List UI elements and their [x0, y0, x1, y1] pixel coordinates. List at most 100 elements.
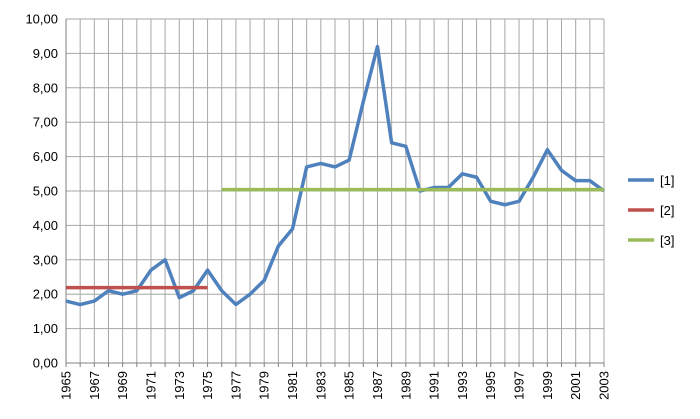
series-3-point — [532, 188, 535, 191]
series-1-point — [107, 289, 110, 292]
legend-label: [1] — [660, 173, 674, 188]
y-tick-label: 2,00 — [33, 287, 58, 302]
series-3-point — [234, 188, 237, 191]
legend-label: [2] — [660, 203, 674, 218]
x-tick-label: 1967 — [87, 371, 102, 400]
y-tick-label: 10,00 — [25, 12, 58, 27]
series-2-point — [121, 286, 124, 289]
series-1-point — [574, 179, 577, 182]
series-3-point — [334, 188, 337, 191]
series-3-point — [390, 188, 393, 191]
x-tick-label: 1971 — [143, 371, 158, 400]
series-1-point — [362, 100, 365, 103]
legend: [1] [2] [3] — [628, 173, 674, 248]
series-1-point — [192, 289, 195, 292]
x-tick-label: 2003 — [597, 371, 612, 400]
series-3-point — [475, 188, 478, 191]
series-3-point — [418, 188, 421, 191]
legend-item-3: [3] — [628, 233, 674, 248]
series-2-point — [107, 286, 110, 289]
series-2-point — [79, 286, 82, 289]
series-2-point — [206, 286, 209, 289]
series-3-point — [489, 188, 492, 191]
x-tick-label: 1993 — [455, 371, 470, 400]
y-tick-label: 5,00 — [33, 184, 58, 199]
series-3-point — [362, 188, 365, 191]
series-layer — [65, 44, 606, 307]
x-tick-label: 1973 — [172, 371, 187, 400]
series-1-point — [79, 303, 82, 306]
x-tick-label: 1969 — [115, 371, 130, 400]
series-1-point — [348, 159, 351, 162]
y-tick-label: 9,00 — [33, 46, 58, 61]
series-3-point — [447, 188, 450, 191]
series-3-point — [319, 188, 322, 191]
x-tick-label: 1979 — [257, 371, 272, 400]
series-3-point — [277, 188, 280, 191]
legend-label: [3] — [660, 233, 674, 248]
series-3-point — [461, 188, 464, 191]
series-1-point — [263, 279, 266, 282]
series-3-point — [503, 188, 506, 191]
x-tick-label: 1985 — [342, 371, 357, 400]
series-3-point — [518, 188, 521, 191]
series-3-point — [220, 188, 223, 191]
series-3-point — [249, 188, 252, 191]
series-1-point — [121, 293, 124, 296]
y-tick-label: 7,00 — [33, 115, 58, 130]
series-1-point — [461, 172, 464, 175]
x-tick-label: 1977 — [228, 371, 243, 400]
series-1-point — [475, 176, 478, 179]
series-1-point — [376, 45, 379, 48]
series-2-point — [192, 286, 195, 289]
axis-layer: 0,00 1,00 2,00 3,00 4,00 5,00 6,00 7,00 8,00 9,00… — [25, 12, 611, 400]
series-line-1 — [65, 44, 606, 307]
series-1-point — [489, 200, 492, 203]
series-3-point — [588, 188, 591, 191]
series-1-point — [305, 165, 308, 168]
series-1-point — [93, 300, 96, 303]
x-tick-label: 1991 — [427, 371, 442, 400]
y-tick-label: 3,00 — [33, 252, 58, 267]
series-3-point — [560, 188, 563, 191]
series-1-point — [234, 303, 237, 306]
series-2-point — [65, 286, 68, 289]
y-tick-label: 0,00 — [33, 356, 58, 371]
legend-item-2: [2] — [628, 203, 674, 218]
x-tick-label: 1997 — [512, 371, 527, 400]
series-2-point — [93, 286, 96, 289]
series-1-point — [164, 258, 167, 261]
legend-item-1: [1] — [628, 173, 674, 188]
series-1-point — [178, 296, 181, 299]
x-tick-label: 1975 — [200, 371, 215, 400]
series-1-point — [560, 169, 563, 172]
series-3-point — [263, 188, 266, 191]
series-1-point — [319, 162, 322, 165]
series-1-point — [206, 269, 209, 272]
series-1-point — [334, 165, 337, 168]
series-2-point — [178, 286, 181, 289]
x-tick-label: 1995 — [483, 371, 498, 400]
y-tick-label: 8,00 — [33, 80, 58, 95]
y-tick-label: 6,00 — [33, 149, 58, 164]
series-3-point — [603, 188, 606, 191]
x-tick-label: 1983 — [313, 371, 328, 400]
series-3-point — [291, 188, 294, 191]
series-3-point — [376, 188, 379, 191]
series-2-point — [164, 286, 167, 289]
series-2-point — [135, 286, 138, 289]
series-1-point — [588, 179, 591, 182]
series-1-point — [149, 269, 152, 272]
x-tick-label: 1999 — [540, 371, 555, 400]
series-3-point — [574, 188, 577, 191]
series-3-point — [546, 188, 549, 191]
x-tick-label: 2001 — [568, 371, 583, 400]
series-2-point — [149, 286, 152, 289]
series-1-point — [404, 145, 407, 148]
series-1-point — [220, 289, 223, 292]
series-3-point — [433, 188, 436, 191]
series-1-point — [518, 200, 521, 203]
x-tick-label: 1989 — [398, 371, 413, 400]
